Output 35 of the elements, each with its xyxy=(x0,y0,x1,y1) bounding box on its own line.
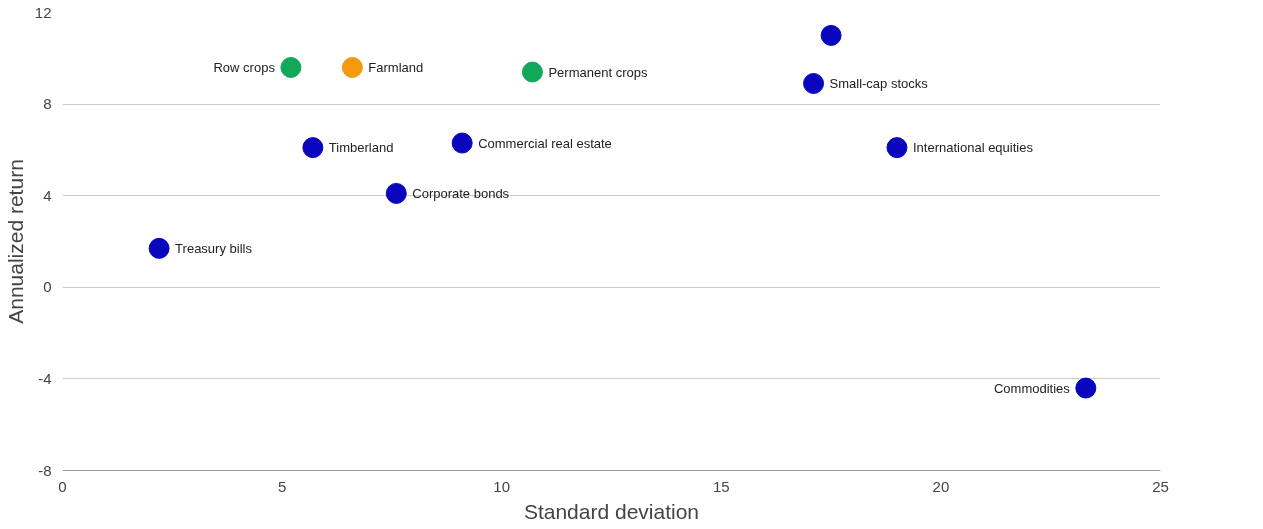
point xyxy=(302,137,324,159)
annotation: Treasury bills xyxy=(175,240,253,256)
y-axis-title: Annualized return xyxy=(3,159,27,324)
point xyxy=(385,182,407,204)
y-tick-label: 8 xyxy=(43,95,52,113)
annotation: Row crops xyxy=(213,59,276,75)
y-tick-label: -8 xyxy=(38,461,52,479)
point xyxy=(803,73,825,94)
x-tick-label: 15 xyxy=(712,477,730,495)
annotation: Small-cap stocks xyxy=(829,75,929,91)
y-tick-label: 0 xyxy=(43,278,52,296)
point xyxy=(451,132,473,154)
point xyxy=(886,137,908,159)
point xyxy=(521,61,543,83)
x-tick-label: 5 xyxy=(277,477,287,495)
annotation: Timberland xyxy=(328,140,394,156)
point xyxy=(280,56,302,78)
point xyxy=(1075,377,1097,399)
y-tick-label: 12 xyxy=(34,3,52,21)
x-tick-label: 25 xyxy=(1152,477,1169,495)
y-tick-label: -4 xyxy=(38,369,52,387)
x-axis-title: Standard deviation xyxy=(523,499,700,523)
annotation: Commodities xyxy=(993,380,1071,396)
point xyxy=(341,56,363,78)
annotation: Permanent crops xyxy=(548,64,648,80)
annotation: Farmland xyxy=(368,59,424,75)
y-tick-label: 4 xyxy=(43,186,52,204)
point xyxy=(820,24,842,46)
point xyxy=(148,237,170,259)
x-tick-label: 10 xyxy=(493,477,511,495)
annotation: International equities xyxy=(912,140,1034,156)
x-tick-label: 0 xyxy=(58,477,67,495)
annotation: Corporate bonds xyxy=(412,185,510,201)
annotation: Commercial real estate xyxy=(478,135,612,151)
x-tick-label: 20 xyxy=(932,477,950,495)
